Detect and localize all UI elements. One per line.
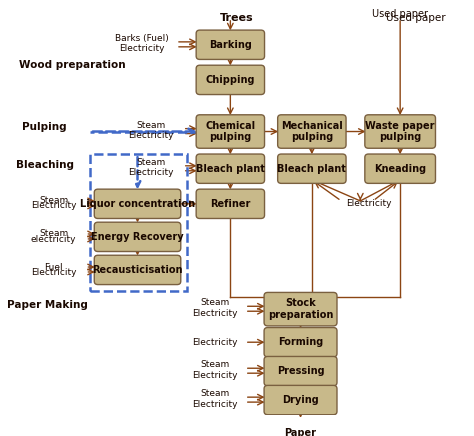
- Text: Electricity: Electricity: [31, 201, 76, 211]
- FancyBboxPatch shape: [365, 115, 436, 148]
- Text: Trees: Trees: [220, 13, 254, 23]
- FancyBboxPatch shape: [278, 154, 346, 184]
- Ellipse shape: [271, 421, 330, 436]
- FancyBboxPatch shape: [94, 189, 181, 218]
- Text: Drying: Drying: [282, 395, 319, 405]
- FancyBboxPatch shape: [94, 222, 181, 252]
- Text: Steam
Electricity: Steam Electricity: [192, 298, 237, 317]
- Text: electricity: electricity: [31, 235, 76, 244]
- FancyBboxPatch shape: [264, 293, 337, 326]
- Text: Chipping: Chipping: [206, 75, 255, 85]
- Text: Paper Making: Paper Making: [7, 300, 87, 310]
- Text: Pressing: Pressing: [277, 366, 324, 376]
- Text: Forming: Forming: [278, 337, 323, 347]
- Text: Used paper: Used paper: [372, 9, 428, 19]
- Text: Barking: Barking: [209, 40, 252, 50]
- Text: Pulping: Pulping: [22, 123, 67, 133]
- Text: Kneading: Kneading: [374, 164, 426, 174]
- Text: Wood preparation: Wood preparation: [18, 61, 125, 71]
- FancyBboxPatch shape: [94, 255, 181, 285]
- Text: Barks (Fuel)
Electricity: Barks (Fuel) Electricity: [115, 34, 169, 53]
- FancyBboxPatch shape: [264, 327, 337, 357]
- Text: Steam
Electricity: Steam Electricity: [128, 121, 174, 140]
- Text: Bleach plant: Bleach plant: [277, 164, 346, 174]
- Text: Steam
Electricity: Steam Electricity: [128, 158, 174, 177]
- Text: Energy Recovery: Energy Recovery: [91, 232, 184, 242]
- FancyBboxPatch shape: [264, 385, 337, 415]
- FancyBboxPatch shape: [196, 115, 264, 148]
- FancyBboxPatch shape: [196, 154, 264, 184]
- Text: Chemical
pulping: Chemical pulping: [205, 121, 255, 142]
- FancyBboxPatch shape: [196, 189, 264, 218]
- Text: Liquor concentration: Liquor concentration: [80, 199, 195, 209]
- Text: Bleach plant: Bleach plant: [196, 164, 265, 174]
- Text: Refiner: Refiner: [210, 199, 251, 209]
- Text: Waste paper
pulping: Waste paper pulping: [365, 121, 435, 142]
- Text: Steam: Steam: [39, 229, 68, 238]
- Text: Electricity: Electricity: [346, 199, 392, 208]
- Text: Steam
Electricity: Steam Electricity: [192, 360, 237, 380]
- Text: Steam: Steam: [39, 196, 68, 204]
- FancyBboxPatch shape: [196, 65, 264, 95]
- Text: Bleaching: Bleaching: [16, 160, 73, 170]
- Text: Electricity: Electricity: [192, 338, 237, 347]
- Text: Fuel: Fuel: [45, 262, 63, 272]
- FancyBboxPatch shape: [278, 115, 346, 148]
- Text: Used paper: Used paper: [386, 13, 446, 23]
- FancyBboxPatch shape: [365, 154, 436, 184]
- Text: Recausticisation: Recausticisation: [92, 265, 183, 275]
- Text: Stock
preparation: Stock preparation: [268, 298, 333, 320]
- Text: Steam
Electricity: Steam Electricity: [192, 389, 237, 409]
- FancyBboxPatch shape: [264, 357, 337, 386]
- Text: Electricity: Electricity: [31, 268, 76, 277]
- Text: Mechanical
pulping: Mechanical pulping: [281, 121, 343, 142]
- FancyBboxPatch shape: [196, 30, 264, 59]
- Bar: [90, 154, 187, 290]
- Text: Paper: Paper: [284, 428, 317, 436]
